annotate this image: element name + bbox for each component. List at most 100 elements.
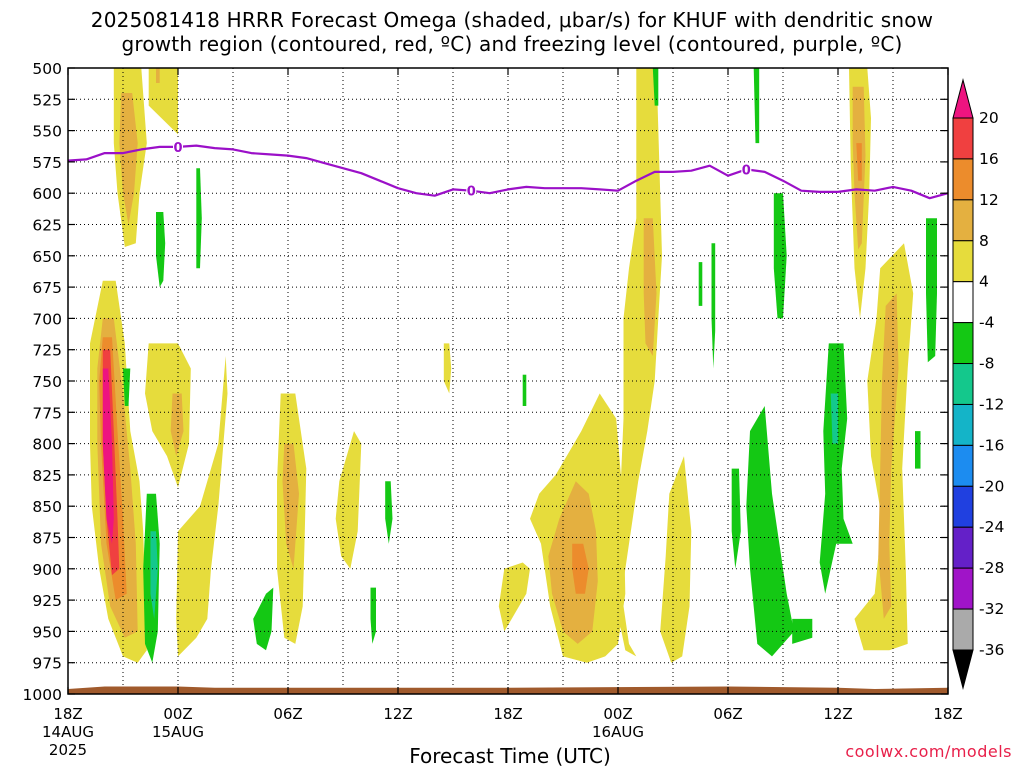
omega-region <box>119 93 138 225</box>
y-tick-label: 850 <box>32 498 62 516</box>
colorbar-band <box>952 526 974 569</box>
omega-region <box>698 262 703 306</box>
contour-label-bg <box>741 162 752 177</box>
omega-region <box>123 368 131 406</box>
omega-region <box>753 68 760 144</box>
y-tick-label: 825 <box>32 467 62 485</box>
x-tick-label: 00Z <box>163 705 192 723</box>
x-tick-label: 06Z <box>273 705 302 723</box>
y-tick-label: 575 <box>32 154 62 172</box>
omega-region <box>878 293 899 619</box>
contour-label-bg <box>173 139 183 154</box>
colorbar: 20 16 12 8 4 -4 -8 -12 -16 -20 -24 -28 -32 -36 <box>952 78 1004 690</box>
x-tick-sublabel: 2025 <box>49 741 87 759</box>
colorbar-label: 4 <box>979 273 989 291</box>
omega-region <box>150 531 158 619</box>
omega-region <box>711 243 716 369</box>
y-tick-label: 725 <box>32 342 62 360</box>
omega-region <box>102 368 114 544</box>
colorbar-label: -32 <box>979 600 1004 618</box>
x-tick-label: 00Z <box>603 705 632 723</box>
colorbar-label: -8 <box>979 355 994 373</box>
colorbar-band <box>952 240 974 283</box>
x-tick-label: 18Z <box>53 705 82 723</box>
colorbar-label: -28 <box>979 559 1004 577</box>
contour-label: 0 <box>173 141 182 156</box>
y-tick-label: 600 <box>32 185 62 203</box>
colorbar-label: 16 <box>979 150 999 168</box>
omega-region <box>746 406 794 657</box>
omega-region <box>792 618 813 644</box>
y-tick-label: 700 <box>32 310 62 328</box>
y-tick-label: 650 <box>32 248 62 266</box>
omega-region <box>170 393 184 457</box>
omega-region <box>643 218 657 356</box>
colorbar-label: 20 <box>979 109 999 127</box>
y-tick-label: 1000 <box>23 686 62 704</box>
omega-region <box>176 356 228 657</box>
credit-text[interactable]: coolwx.com/models <box>845 742 1012 761</box>
colorbar-band <box>952 117 974 160</box>
y-tick-label: 775 <box>32 404 62 422</box>
colorbar-band <box>952 78 974 119</box>
x-tick-sublabel: 16AUG <box>592 723 644 741</box>
omega-region <box>731 468 741 569</box>
x-tick-sublabel: 14AUG <box>42 723 94 741</box>
colorbar-label: -20 <box>979 477 1004 495</box>
colorbar-band <box>952 158 974 201</box>
omega-region <box>915 431 921 469</box>
colorbar-label: -12 <box>979 395 1004 413</box>
colorbar-band <box>952 608 974 651</box>
x-axis-label: Forecast Time (UTC) <box>409 744 611 768</box>
y-tick-label: 875 <box>32 530 62 548</box>
colorbar-label: -4 <box>979 314 994 332</box>
y-tick-label: 625 <box>32 217 62 235</box>
freezing-level-contour: 0 0 0 <box>67 139 949 200</box>
colorbar-band <box>952 649 974 690</box>
x-tick-sublabel: 15AUG <box>152 723 204 741</box>
colorbar-band <box>952 444 974 487</box>
y-tick-label: 525 <box>32 91 62 109</box>
colorbar-band <box>952 363 974 405</box>
omega-region <box>156 68 160 83</box>
y-tick-label: 975 <box>32 655 62 673</box>
colorbar-label: -16 <box>979 436 1004 454</box>
y-tick-label: 925 <box>32 592 62 610</box>
y-tick-label: 800 <box>32 436 62 454</box>
colorbar-label: -24 <box>979 518 1004 536</box>
omega-region <box>282 443 299 569</box>
omega-region <box>148 68 178 135</box>
y-tick-label: 550 <box>32 123 62 141</box>
y-tick-label: 900 <box>32 561 62 579</box>
omega-shading <box>90 68 937 663</box>
y-tick-label: 950 <box>32 623 62 641</box>
colorbar-band <box>952 485 974 528</box>
omega-region <box>253 587 274 651</box>
omega-region <box>652 68 659 106</box>
omega-region <box>522 374 527 406</box>
omega-region <box>660 456 692 663</box>
y-axis: 500 525 550 575 600 625 650 675 700 725 750 775 800 8… <box>23 60 948 704</box>
omega-region <box>156 212 166 288</box>
omega-region <box>498 562 530 632</box>
colorbar-band <box>952 403 974 446</box>
omega-region <box>385 481 393 544</box>
x-tick-label: 18Z <box>933 705 962 723</box>
contour-label: 0 <box>742 163 751 178</box>
omega-region <box>370 587 376 644</box>
y-tick-label: 675 <box>32 279 62 297</box>
omega-region <box>616 68 662 657</box>
y-tick-label: 750 <box>32 373 62 391</box>
colorbar-label: -36 <box>979 641 1004 659</box>
y-tick-label: 500 <box>32 60 62 78</box>
colorbar-band <box>952 281 974 324</box>
colorbar-label: 8 <box>979 232 989 250</box>
omega-region <box>926 218 937 363</box>
contour-label: 0 <box>467 185 476 200</box>
freezing-level-line <box>67 144 949 200</box>
omega-region <box>819 343 853 594</box>
colorbar-label: 12 <box>979 191 999 209</box>
omega-region <box>830 393 838 444</box>
